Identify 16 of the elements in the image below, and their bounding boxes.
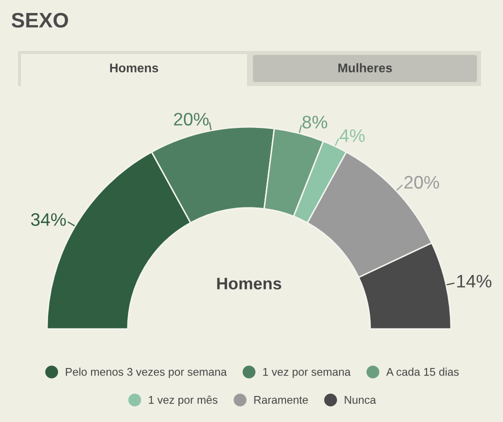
- legend-label: Nunca: [344, 396, 376, 404]
- legend-label: A cada 15 dias: [386, 368, 459, 376]
- chart-title: SEXO: [12, 12, 68, 28]
- text: Mulheres: [338, 63, 392, 72]
- text: Homens: [217, 278, 282, 290]
- text: Homens: [110, 64, 158, 72]
- legend-label: 1 vez por mês: [148, 396, 218, 406]
- data-label: 20%: [404, 176, 440, 189]
- data-label: 4%: [340, 129, 365, 142]
- data-label: 8%: [302, 116, 328, 129]
- legend-label: Raramente: [254, 396, 308, 404]
- legend-label: 1 vez por semana: [263, 368, 351, 378]
- data-label: 14%: [457, 274, 492, 288]
- data-label: 34%: [31, 213, 66, 226]
- legend-label: Pelo menos 3 vezes por semana: [66, 368, 227, 378]
- data-label: 20%: [174, 112, 209, 126]
